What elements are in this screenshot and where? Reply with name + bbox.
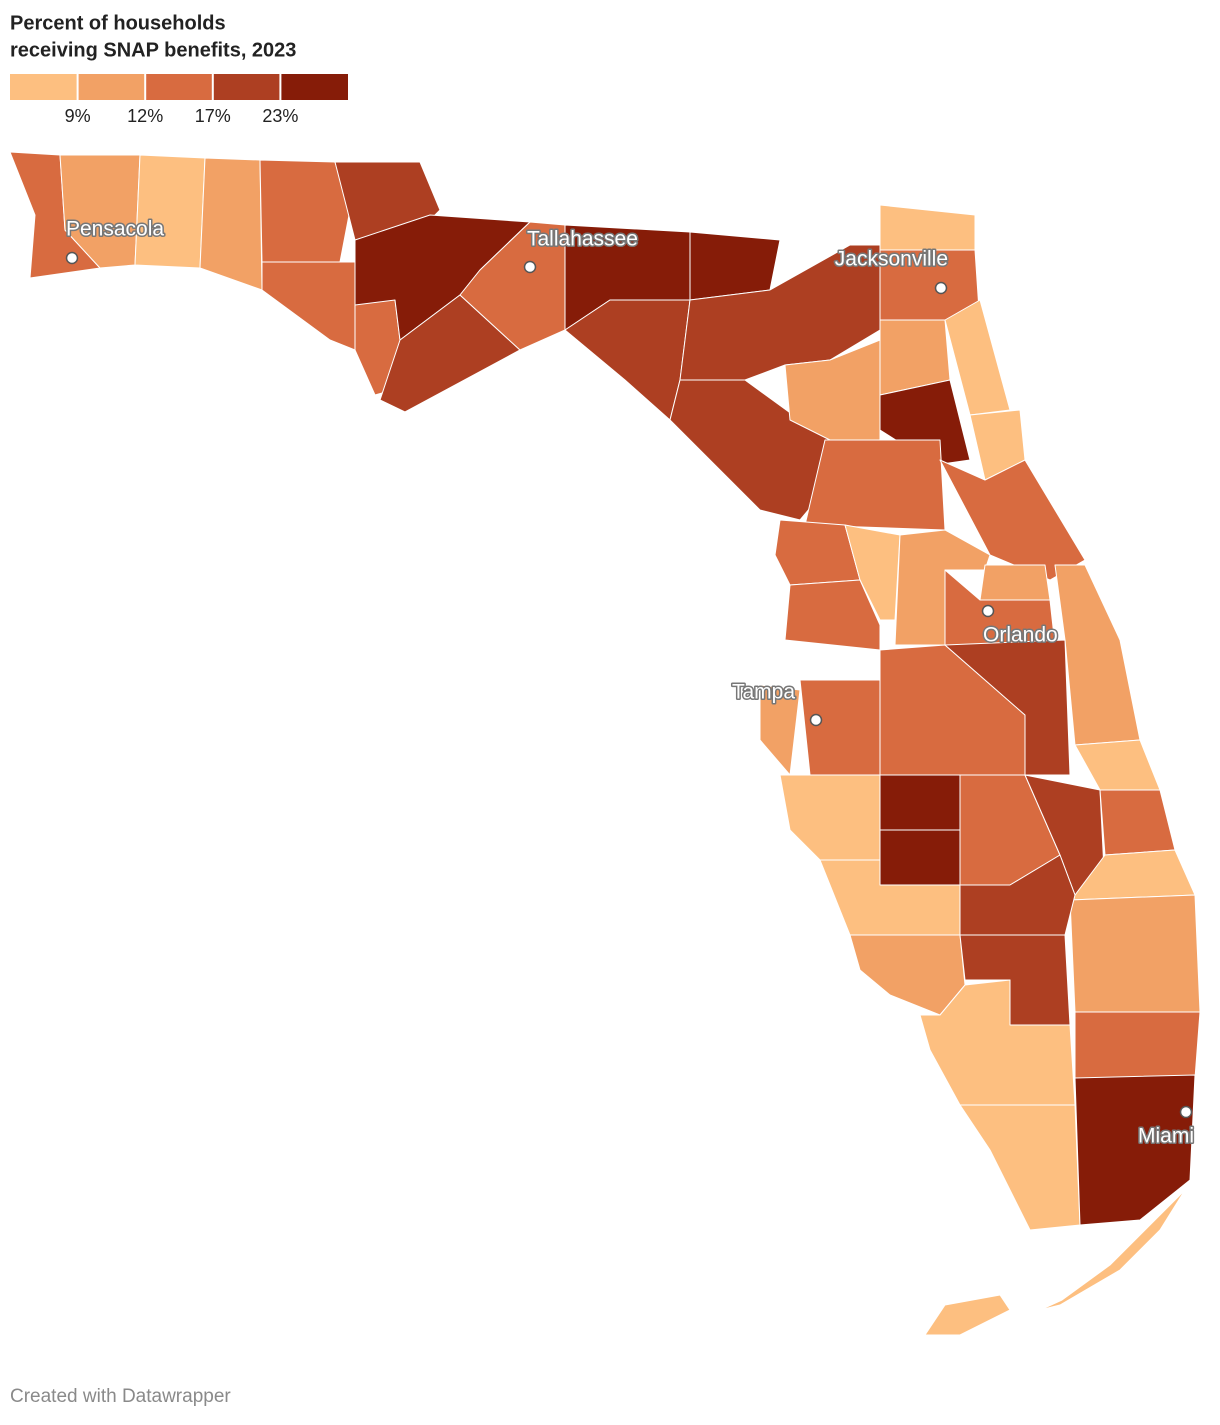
county bbox=[59, 154, 141, 269]
city-dot bbox=[65, 251, 79, 265]
county bbox=[879, 774, 961, 831]
county bbox=[779, 774, 881, 861]
legend-swatch bbox=[212, 74, 281, 100]
county bbox=[879, 204, 976, 251]
title-line: receiving SNAP benefits, 2023 bbox=[10, 39, 296, 61]
county bbox=[689, 231, 781, 301]
city-label: Pensacola bbox=[66, 218, 164, 241]
county bbox=[1074, 739, 1161, 791]
county bbox=[944, 569, 1056, 646]
county bbox=[564, 299, 691, 421]
legend-tick-label: 17% bbox=[195, 106, 231, 126]
city-label: Tampa bbox=[732, 681, 795, 704]
county bbox=[849, 934, 966, 1016]
legend-swatch bbox=[77, 74, 146, 100]
county bbox=[979, 564, 1051, 601]
city-dot bbox=[809, 713, 823, 727]
legend-swatch bbox=[145, 74, 213, 100]
county bbox=[919, 979, 1076, 1106]
city-label: Orlando bbox=[983, 624, 1058, 647]
city-label: Miami bbox=[1138, 1125, 1194, 1148]
county bbox=[784, 579, 881, 651]
county bbox=[134, 154, 206, 269]
city-dot bbox=[1179, 1105, 1193, 1119]
legend: 9% 12% 17% 23% bbox=[10, 74, 348, 126]
county bbox=[804, 439, 946, 531]
county bbox=[879, 829, 961, 886]
county bbox=[894, 529, 991, 646]
city-label: Jacksonville bbox=[835, 248, 948, 271]
county bbox=[944, 299, 1011, 416]
florida-map bbox=[9, 151, 1201, 1336]
county bbox=[844, 524, 901, 621]
county bbox=[199, 157, 263, 291]
legend-swatch bbox=[280, 74, 348, 100]
legend-swatch bbox=[10, 74, 78, 100]
county bbox=[944, 639, 1071, 776]
county bbox=[959, 1104, 1081, 1231]
county bbox=[1074, 1074, 1196, 1226]
footer: Created with Datawrapper bbox=[10, 1386, 231, 1407]
city-dot bbox=[981, 604, 995, 618]
city-labels: Pensacola Tallahassee Jacksonville Orlando T… bbox=[65, 216, 1196, 1149]
county bbox=[1069, 894, 1201, 1013]
legend-tick-label: 23% bbox=[262, 106, 298, 126]
county bbox=[1099, 789, 1176, 856]
city-dot bbox=[934, 281, 948, 295]
county bbox=[261, 261, 356, 351]
county bbox=[259, 159, 351, 263]
county bbox=[799, 679, 881, 776]
county bbox=[379, 294, 521, 413]
city-dot bbox=[523, 260, 537, 274]
county bbox=[1039, 1189, 1186, 1311]
county bbox=[1074, 1011, 1201, 1079]
city-label: Tallahassee bbox=[527, 228, 638, 251]
county bbox=[924, 1294, 1011, 1336]
legend-tick-label: 9% bbox=[65, 106, 91, 126]
legend-tick-label: 12% bbox=[127, 106, 163, 126]
title-line: Percent of households bbox=[10, 12, 226, 34]
